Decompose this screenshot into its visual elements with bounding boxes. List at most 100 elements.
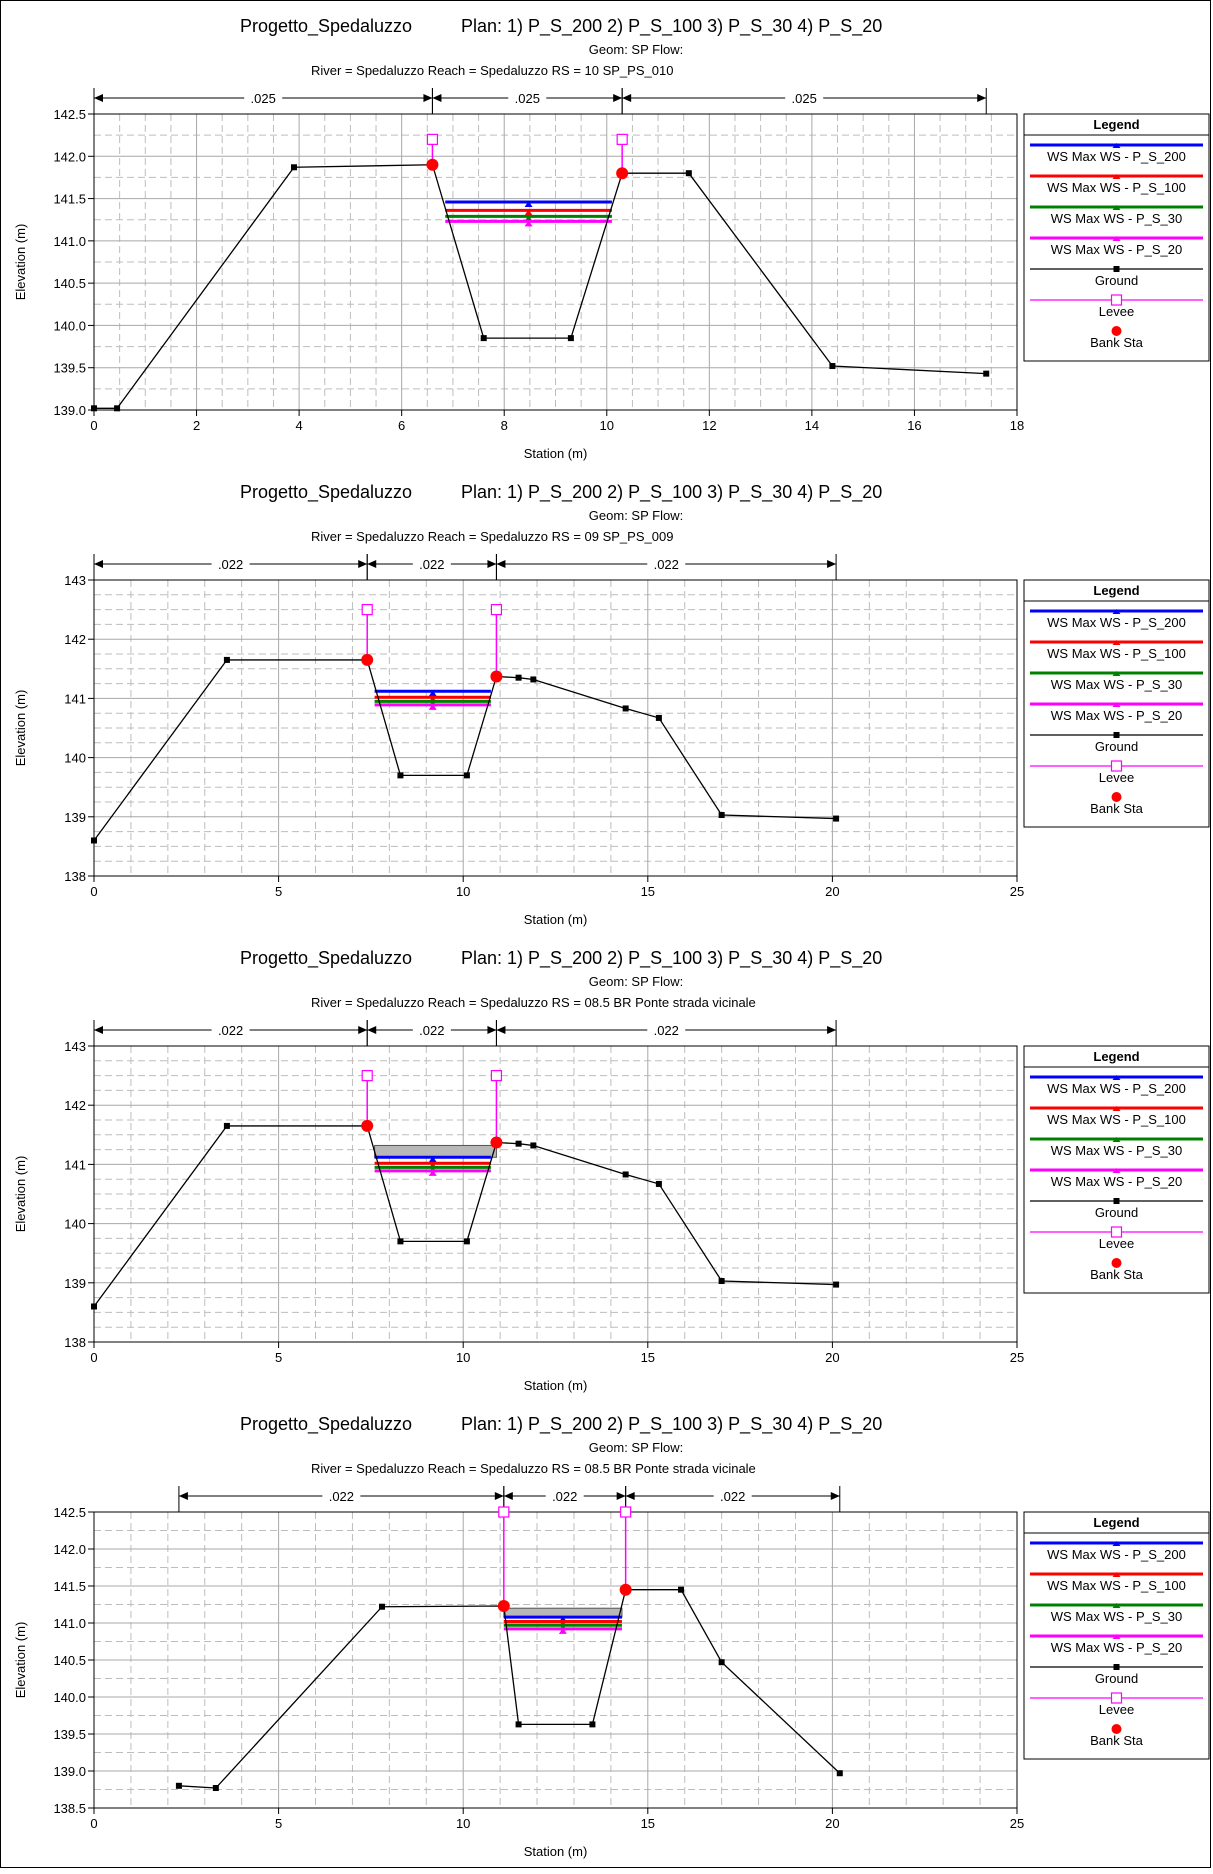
x-tick-label: 5 [275,1816,282,1831]
legend-swatch-marker [1112,1603,1121,1608]
legend-entry-label: Levee [1099,1236,1134,1251]
manning-n-label: .022 [654,557,679,572]
y-tick-label: 140.5 [53,1653,86,1668]
chart-title-geom: Geom: SP Flow: [589,508,683,523]
x-tick-label: 4 [295,418,302,433]
x-tick-label: 12 [702,418,716,433]
ground-point [463,772,470,779]
legend-entry-label: WS Max WS - P_S_200 [1047,1547,1186,1562]
chart-title-project: Progetto_Spedaluzzo [240,1414,412,1435]
legend-swatch-marker [1112,143,1121,148]
legend-swatch-marker [1110,1226,1123,1238]
levee-marker [620,1506,632,1518]
ground-point [718,1659,725,1666]
legend-entry-label: WS Max WS - P_S_20 [1051,708,1182,723]
manning-arrow [977,94,987,102]
x-tick-label: 25 [1010,1350,1024,1365]
y-tick-label: 142.5 [53,107,86,122]
x-tick-label: 10 [456,884,470,899]
chart-title-project: Progetto_Spedaluzzo [240,16,412,37]
manning-arrow [358,1026,368,1034]
manning-arrow [94,94,103,102]
ground-point [515,674,522,681]
ground-point [515,1721,522,1728]
ground-point [378,1603,385,1610]
legend-swatch-marker [1112,236,1121,241]
legend-swatch-marker [1112,1168,1121,1173]
x-tick-label: 5 [275,1350,282,1365]
y-tick-label: 141 [64,691,86,706]
manning-arrow [625,1492,635,1500]
manning-n-label: .025 [515,91,540,106]
plot-area [94,1046,1017,1342]
chart-2: Progetto_Spedaluzzo Plan: 1) P_S_200 2) P… [13,482,1210,927]
chart-title-river: River = Spedaluzzo Reach = Spedaluzzo RS… [311,529,673,544]
legend-entry-label: Bank Sta [1090,1267,1144,1282]
legend-swatch-marker [1112,702,1121,707]
x-tick-label: 10 [456,1816,470,1831]
ground-point [223,656,230,663]
levee-marker [361,1069,373,1082]
legend-entry-label: WS Max WS - P_S_100 [1047,1112,1186,1127]
plot-frame [93,579,1018,877]
y-tick-label: 142.0 [53,1542,86,1557]
y-tick-label: 140 [64,751,86,766]
bank-station-marker [490,670,503,683]
manning-arrow [423,94,433,102]
manning-n-label: .022 [218,557,243,572]
manning-arrow [432,94,442,102]
y-tick-label: 141.5 [53,192,86,207]
legend: Legend WS Max WS - P_S_200 WS Max WS - P_S… [1023,579,1210,828]
legend-swatch-marker [1112,1634,1121,1639]
ground-point [718,1278,725,1285]
manning-arrow [503,1492,513,1500]
ground-point [530,676,537,683]
x-tick-label: 25 [1010,1816,1024,1831]
legend-entry-label: Bank Sta [1090,335,1144,350]
legend-swatch-marker [1112,174,1121,179]
legend-entry-label: WS Max WS - P_S_20 [1051,242,1182,257]
chart-title-geom: Geom: SP Flow: [589,1440,683,1455]
manning-arrow [613,94,623,102]
legend-entry-label: Bank Sta [1090,1733,1144,1748]
ground-point [397,1238,404,1245]
water-surface-marker [428,690,437,697]
ground-point [91,405,97,412]
ground-point [530,1142,537,1149]
water-surface-marker [524,209,533,216]
y-axis-label: Elevation (m) [13,1622,28,1699]
legend-swatch-marker [1113,1664,1120,1670]
ground-point [290,164,297,171]
manning-arrow [830,1492,840,1500]
x-axis-label: Station (m) [524,912,588,927]
legend-entry-label: WS Max WS - P_S_100 [1047,180,1186,195]
ground-line [94,164,987,409]
ground-line [93,659,837,841]
ground-point [983,370,990,377]
x-tick-label: 14 [805,418,819,433]
plot-area [94,580,1017,876]
manning-n-label: .022 [329,1489,354,1504]
ground-point [622,1171,629,1178]
bridge-deck [374,1144,497,1158]
y-tick-label: 139 [64,810,86,825]
ground-point [480,335,487,342]
manning-n-label: .025 [792,91,817,106]
manning-arrow [616,1492,626,1500]
plot-frame [93,113,1018,411]
legend-swatch-marker [1112,1137,1121,1142]
levee-marker [361,603,373,616]
water-surface-marker [428,703,437,710]
ground-point [589,1721,596,1728]
levee-marker [616,133,628,145]
x-tick-label: 0 [90,1816,97,1831]
legend-entry-label: WS Max WS - P_S_100 [1047,1578,1186,1593]
manning-arrow [94,560,103,568]
x-tick-label: 20 [825,884,839,899]
legend-title: Legend [1093,583,1139,598]
y-tick-label: 139.0 [53,403,86,418]
water-surface-marker [524,220,533,227]
manning-arrow [178,1492,188,1500]
x-tick-label: 8 [501,418,508,433]
legend-entry-label: WS Max WS - P_S_30 [1051,1609,1182,1624]
